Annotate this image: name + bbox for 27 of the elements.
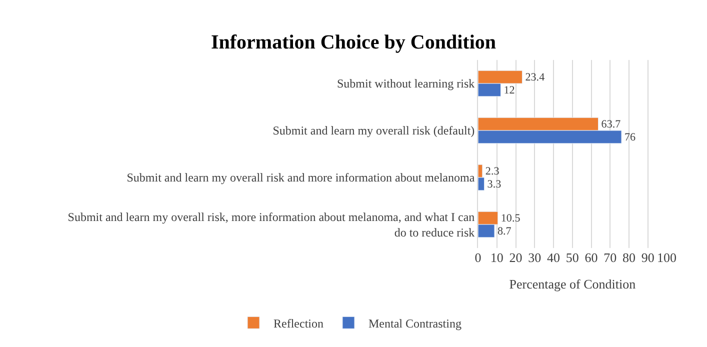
data-label: 63.7 <box>601 118 622 131</box>
x-tick-label: 50 <box>566 250 579 265</box>
y-tick-label: Submit and learn my overall risk and more information about melanoma <box>126 170 476 185</box>
data-label: 8.7 <box>497 226 512 238</box>
data-label: 12 <box>504 84 515 97</box>
x-tick-label: 90 <box>641 250 654 265</box>
legend-label: Reflection <box>274 316 324 330</box>
x-tick-label: 60 <box>584 250 598 265</box>
x-tick-label: 80 <box>622 250 636 265</box>
data-label: 76 <box>624 132 636 144</box>
data-label: 23.4 <box>525 72 546 84</box>
y-tick-label: Submit without learning risk <box>336 76 475 91</box>
data-label: 10.5 <box>500 212 521 225</box>
x-tick-label: 40 <box>547 250 560 265</box>
chart-title: Information Choice by Condition <box>210 32 496 54</box>
x-tick-label: 30 <box>528 250 542 265</box>
x-tick-label: 10 <box>490 250 504 265</box>
x-tick-label: 20 <box>509 250 522 265</box>
x-tick-label: 0 <box>474 250 482 265</box>
y-tick-label: Submit and learn my overall risk (default) <box>272 124 475 138</box>
x-axis-title: Percentage of Condition <box>509 276 636 292</box>
data-label: 2.3 <box>485 166 500 178</box>
data-label: 3.3 <box>487 178 502 191</box>
x-tick-label: 70 <box>604 250 617 265</box>
y-tick-label: Submit and learn my overall risk, more information about melanoma, and what I can do to reduce risk <box>68 210 475 240</box>
x-tick-label: 100 <box>657 250 677 265</box>
legend-label: Mental Contrasting <box>368 316 462 330</box>
